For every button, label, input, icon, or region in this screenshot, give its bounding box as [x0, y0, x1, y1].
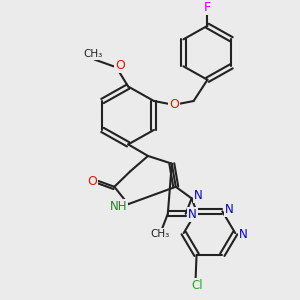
Text: Cl: Cl: [192, 279, 203, 292]
Text: F: F: [204, 1, 211, 14]
Text: O: O: [88, 175, 98, 188]
Text: O: O: [115, 59, 125, 72]
Text: N: N: [239, 229, 248, 242]
Text: CH₃: CH₃: [150, 229, 170, 239]
Text: O: O: [169, 98, 179, 111]
Text: N: N: [225, 203, 234, 216]
Text: N: N: [188, 208, 197, 221]
Text: NH: NH: [110, 200, 127, 213]
Text: N: N: [194, 189, 203, 202]
Text: CH₃: CH₃: [83, 49, 102, 59]
